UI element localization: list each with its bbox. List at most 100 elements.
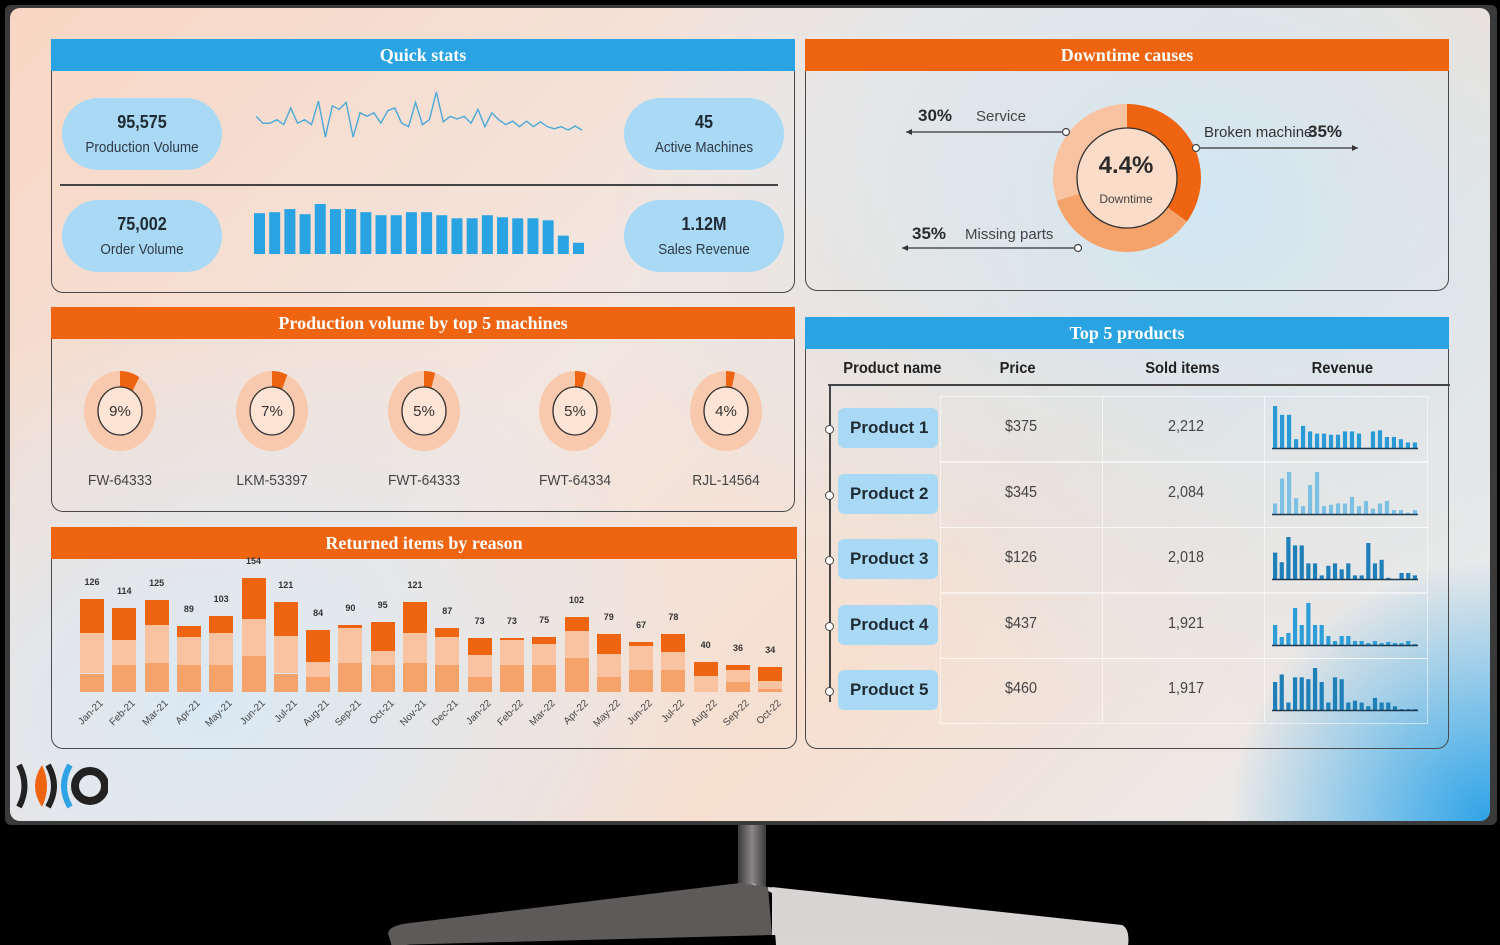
return-bar-segment[interactable] bbox=[370, 665, 395, 692]
return-bar-segment[interactable] bbox=[726, 665, 750, 670]
order-volume-card[interactable]: 75,002 Order Volume bbox=[62, 200, 222, 272]
return-bar-segment[interactable] bbox=[629, 669, 654, 692]
return-bar-segment[interactable] bbox=[403, 602, 427, 633]
return-bar-segment[interactable] bbox=[338, 625, 363, 629]
return-bar-segment[interactable] bbox=[338, 663, 363, 692]
product-name-button[interactable]: Product 5 bbox=[838, 670, 938, 710]
return-month-label: Apr-22 bbox=[561, 698, 591, 728]
return-bar-segment[interactable] bbox=[532, 665, 557, 692]
return-bar-segment[interactable] bbox=[144, 599, 169, 626]
cell-divider bbox=[1102, 461, 1103, 526]
return-bar-segment[interactable] bbox=[499, 640, 524, 666]
sales-revenue-card[interactable]: 1.12M Sales Revenue bbox=[624, 200, 784, 272]
return-bar-segment[interactable] bbox=[564, 657, 589, 692]
product-revenue-sparkline bbox=[1272, 602, 1418, 646]
return-bar-segment[interactable] bbox=[467, 637, 492, 655]
donut-segment-service[interactable] bbox=[1053, 104, 1127, 201]
return-bar-segment[interactable] bbox=[467, 655, 492, 678]
machine-name: RJL-14564 bbox=[692, 472, 760, 489]
machine-gauge-fwt-64333[interactable]: 5% bbox=[388, 370, 460, 452]
return-month-label: Feb-21 bbox=[107, 698, 139, 729]
return-bar-segment[interactable] bbox=[693, 662, 718, 677]
return-bar-segment[interactable] bbox=[209, 665, 234, 692]
return-total-label: 73 bbox=[506, 615, 517, 626]
return-bar-segment[interactable] bbox=[370, 650, 395, 666]
return-bar-segment[interactable] bbox=[467, 677, 492, 692]
machine-gauge-rjl-14564[interactable]: 4% bbox=[690, 370, 762, 452]
return-bar-segment[interactable] bbox=[112, 640, 137, 666]
product-row[interactable] bbox=[940, 658, 1428, 724]
machine-gauge-fwt-64334[interactable]: 5% bbox=[539, 370, 611, 452]
donut-segment-missing-parts[interactable] bbox=[1056, 193, 1187, 253]
return-bar-segment[interactable] bbox=[241, 655, 266, 692]
production-volume-card[interactable]: 95,575 Production Volume bbox=[62, 98, 222, 170]
return-month-label: Jan-21 bbox=[76, 698, 106, 728]
return-bar-segment[interactable] bbox=[596, 633, 621, 655]
return-bar-segment[interactable] bbox=[144, 625, 169, 664]
downtime-donut[interactable] bbox=[806, 40, 1448, 290]
return-bar-segment[interactable] bbox=[403, 663, 427, 692]
return-bar-segment[interactable] bbox=[306, 629, 331, 663]
return-bar-segment[interactable] bbox=[661, 652, 686, 670]
return-bar-segment[interactable] bbox=[209, 615, 234, 633]
return-bar-segment[interactable] bbox=[758, 680, 783, 690]
machine-gauge-fw-64333[interactable]: 9% bbox=[84, 370, 156, 452]
return-bar-segment[interactable] bbox=[532, 643, 557, 666]
machine-gauge-lkm-53397[interactable]: 7% bbox=[236, 370, 308, 452]
return-bar-segment[interactable] bbox=[693, 676, 718, 692]
return-bar-segment[interactable] bbox=[176, 665, 201, 692]
return-bar-segment[interactable] bbox=[726, 669, 750, 682]
return-bar-segment[interactable] bbox=[80, 673, 104, 692]
return-bar-segment[interactable] bbox=[629, 646, 654, 670]
return-bar-segment[interactable] bbox=[499, 665, 524, 692]
return-bar-segment[interactable] bbox=[80, 632, 104, 674]
col-header-revenue[interactable]: Revenue bbox=[1311, 360, 1374, 377]
return-bar-segment[interactable] bbox=[596, 677, 621, 692]
col-header-product-name[interactable]: Product name bbox=[843, 360, 942, 377]
cell-divider bbox=[1264, 527, 1265, 591]
return-bar-segment[interactable] bbox=[241, 578, 266, 619]
return-bar-segment[interactable] bbox=[273, 673, 298, 692]
return-total-label: 90 bbox=[345, 603, 356, 614]
return-bar-segment[interactable] bbox=[403, 632, 427, 664]
product-name-button[interactable]: Product 2 bbox=[838, 473, 938, 514]
return-bar-segment[interactable] bbox=[306, 662, 331, 678]
col-header-sold-items[interactable]: Sold items bbox=[1145, 360, 1220, 377]
return-month-label: Feb-22 bbox=[495, 698, 526, 729]
return-bar-segment[interactable] bbox=[273, 635, 298, 674]
return-bar-segment[interactable] bbox=[176, 637, 201, 666]
active-machines-card[interactable]: 45 Active Machines bbox=[624, 98, 784, 170]
machine-name: LKM-53397 bbox=[236, 472, 308, 489]
return-bar-segment[interactable] bbox=[499, 637, 524, 641]
return-bar-segment[interactable] bbox=[370, 621, 395, 651]
return-bar-segment[interactable] bbox=[629, 642, 654, 647]
return-bar-segment[interactable] bbox=[435, 637, 460, 666]
return-bar-segment[interactable] bbox=[532, 636, 557, 644]
product-name-button[interactable]: Product 1 bbox=[838, 408, 938, 448]
return-bar-segment[interactable] bbox=[726, 681, 750, 692]
return-bar-segment[interactable] bbox=[112, 665, 137, 692]
return-bar-segment[interactable] bbox=[80, 598, 104, 633]
return-bar-segment[interactable] bbox=[758, 666, 783, 681]
return-bar-segment[interactable] bbox=[435, 627, 460, 638]
return-bar-segment[interactable] bbox=[144, 663, 169, 692]
donut-segment-broken-machine[interactable] bbox=[1127, 104, 1201, 222]
product-name-button[interactable]: Product 3 bbox=[838, 539, 938, 579]
return-bar-segment[interactable] bbox=[176, 626, 201, 638]
return-bar-segment[interactable] bbox=[661, 669, 686, 692]
return-bar-segment[interactable] bbox=[338, 628, 363, 664]
return-bar-segment[interactable] bbox=[564, 631, 589, 658]
return-bar-segment[interactable] bbox=[112, 607, 137, 641]
return-bar-segment[interactable] bbox=[435, 665, 460, 692]
return-bar-segment[interactable] bbox=[273, 602, 298, 636]
return-bar-segment[interactable] bbox=[661, 634, 686, 653]
return-bar-segment[interactable] bbox=[306, 677, 331, 692]
return-bar-segment[interactable] bbox=[241, 618, 266, 656]
return-total-label: 40 bbox=[700, 640, 711, 651]
return-bar-segment[interactable] bbox=[209, 632, 234, 666]
product-name-button[interactable]: Product 4 bbox=[838, 604, 938, 645]
return-bar-segment[interactable] bbox=[596, 654, 621, 678]
return-bar-segment[interactable] bbox=[564, 616, 589, 632]
col-header-price[interactable]: Price bbox=[999, 360, 1036, 377]
return-bar-segment[interactable] bbox=[758, 689, 783, 692]
